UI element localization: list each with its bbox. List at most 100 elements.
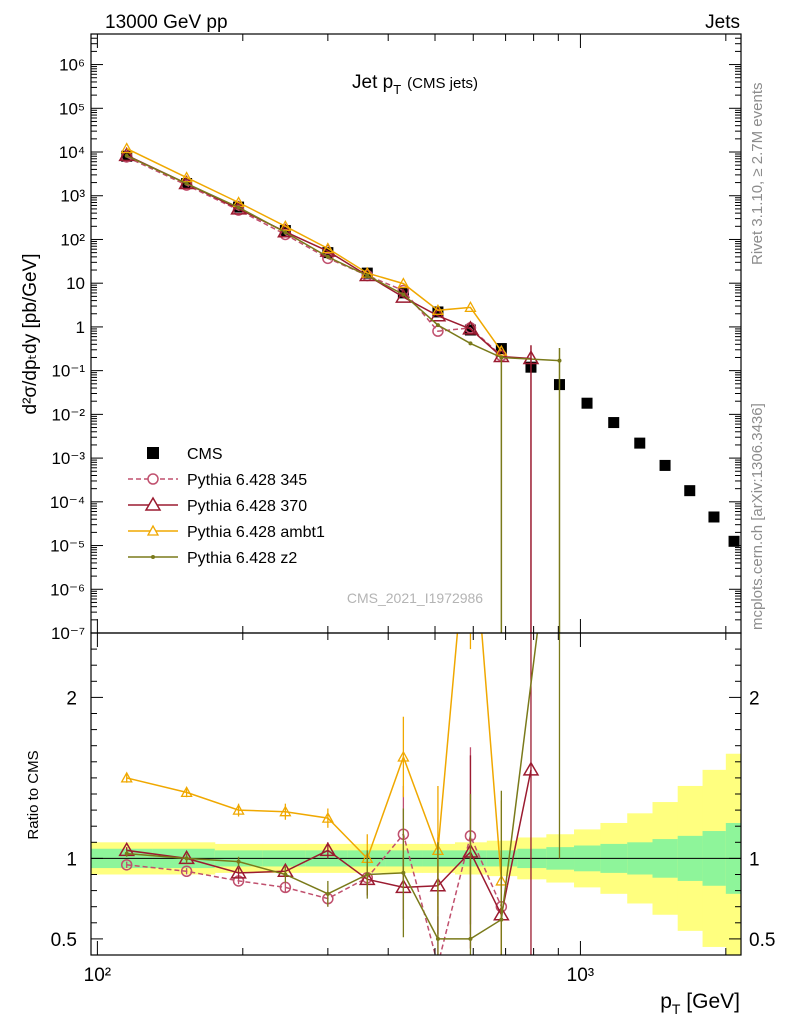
cms-data-point <box>728 535 740 547</box>
main-panel: 10⁻⁷ 10⁻⁶ 10⁻⁵ 10⁻⁴ 10⁻³ 10⁻² 10⁻¹ 1 10 10² 10³ 10⁴… <box>20 33 742 643</box>
main-series-line <box>126 156 502 357</box>
pythia-z2-point <box>365 273 370 278</box>
pythia-z2-point <box>468 341 473 346</box>
ratio-point <box>236 859 241 864</box>
pythia-ambt1-point <box>397 277 410 289</box>
pythia-z2-point <box>325 254 330 259</box>
ratio-y-tick-label-right: 2 <box>749 688 760 709</box>
main-y-tick-label: 10⁶ <box>59 56 85 75</box>
pythia-370-point <box>118 146 136 162</box>
legend-entry-label: Pythia 6.428 345 <box>187 472 307 489</box>
cms-data-point <box>464 324 476 336</box>
ratio-point <box>401 870 406 875</box>
pythia-370-point <box>230 200 247 215</box>
legend-entry-label: CMS <box>187 446 223 463</box>
ratio-series-line <box>126 633 503 881</box>
ratio-point <box>180 786 193 798</box>
ratio-y-axis-label: Ratio to CMS <box>25 750 42 839</box>
ratio-point <box>120 771 133 783</box>
legend-swatch-marker <box>144 496 162 511</box>
pythia-z2-point <box>184 181 189 186</box>
ratio-y-tick-label: 0.5 <box>51 930 77 951</box>
main-plot-title: Jet pT (CMS jets) <box>352 72 478 97</box>
pythia-z2-point <box>283 230 288 235</box>
main-y-tick-label: 10⁻⁶ <box>50 580 85 599</box>
pythia-z2-point <box>401 292 406 297</box>
ratio-point <box>279 805 292 817</box>
rivet-version-label: Rivet 3.1.10, ≥ 2.7M events <box>749 83 766 266</box>
ratio-point <box>468 936 473 941</box>
pythia-z2-point <box>236 205 241 210</box>
main-y-tick-label: 10 <box>66 274 85 293</box>
ratio-point <box>232 803 245 815</box>
main-y-tick-label: 10⁻⁷ <box>51 624 85 643</box>
pythia-z2-point <box>435 323 440 328</box>
ratio-point <box>325 891 330 896</box>
cms-data-point <box>608 417 620 429</box>
ratio-series-line <box>126 832 503 955</box>
legend-entry-label: Pythia 6.428 ambt1 <box>187 524 325 541</box>
ratio-y-tick-label: 2 <box>66 688 77 709</box>
source-label: mcplots.cern.ch [arXiv:1306.3436] <box>749 403 766 630</box>
main-y-tick-label: 10⁻² <box>51 405 85 424</box>
main-y-tick-label: 10⁻⁴ <box>50 493 85 512</box>
ratio-point <box>124 851 129 856</box>
cms-data-point <box>684 485 696 497</box>
main-y-tick-label: 1 <box>76 318 85 337</box>
legend-swatch-marker <box>147 473 159 485</box>
main-y-tick-label: 10⁴ <box>59 143 85 162</box>
ratio-y-tick-label: 1 <box>66 849 77 870</box>
ratio-point <box>522 761 540 776</box>
pythia-ambt1-point <box>321 242 334 254</box>
pythia-ambt1-point <box>495 344 508 356</box>
legend-swatch-marker <box>146 524 160 536</box>
main-y-tick-label: 10³ <box>60 187 85 206</box>
x-axis-label: pT [GeV] <box>660 990 740 1017</box>
header-process-label: Jets <box>705 12 740 33</box>
ratio-y-tick-label-right: 1 <box>749 849 760 870</box>
main-plot-frame <box>90 33 742 634</box>
main-series-line <box>126 147 503 352</box>
ratio-point <box>184 856 189 861</box>
pythia-370-point <box>462 320 479 335</box>
ratio-point <box>397 750 410 762</box>
cms-data-point <box>432 306 444 318</box>
main-y-axis-label: d²σ/dpₜdy [pb/GeV] <box>20 254 41 415</box>
ratio-plot-frame <box>90 632 742 956</box>
main-y-tick-label: 10² <box>60 230 85 249</box>
ratio-point <box>283 872 288 877</box>
cms-data-point <box>659 459 671 471</box>
main-y-tick-label: 10⁻³ <box>51 449 85 468</box>
pythia-370-point <box>395 288 412 303</box>
ratio-point <box>365 872 370 877</box>
ratio-point <box>435 936 440 941</box>
analysis-watermark: CMS_2021_I1972986 <box>347 590 483 606</box>
pythia-ambt1-point <box>279 219 292 231</box>
legend-entry-label: Pythia 6.428 z2 <box>187 550 297 567</box>
pythia-ambt1-point <box>464 301 477 313</box>
ratio-point <box>230 864 247 879</box>
header-energy-label: 13000 GeV pp <box>105 12 228 33</box>
cms-data-point <box>634 437 646 449</box>
ratio-point <box>319 841 337 857</box>
main-y-tick-label: 10⁻⁵ <box>50 537 85 556</box>
legend-swatch-marker <box>151 555 155 559</box>
ratio-point <box>180 865 193 878</box>
x-tick-label: 10² <box>84 965 111 986</box>
legend: CMS Pythia 6.428 345 Pythia 6.428 370 Pythi… <box>128 446 325 567</box>
pythia-ambt1-point <box>431 303 445 315</box>
main-y-tick-label: 10⁵ <box>59 99 85 118</box>
ratio-y-tick-label-right: 0.5 <box>749 930 775 951</box>
ratio-point <box>321 811 334 823</box>
ratio-point <box>499 917 504 922</box>
pythia-ambt1-point <box>120 142 133 154</box>
main-y-tick-label: 10⁻¹ <box>51 362 85 381</box>
pythia-z2-point <box>124 153 129 158</box>
x-tick-label: 10³ <box>567 965 594 986</box>
legend-swatch-cms <box>147 447 159 459</box>
legend-entry-label: Pythia 6.428 370 <box>187 498 307 515</box>
cms-data-point <box>581 397 593 409</box>
cms-data-point <box>708 511 720 523</box>
ratio-point <box>120 859 133 871</box>
